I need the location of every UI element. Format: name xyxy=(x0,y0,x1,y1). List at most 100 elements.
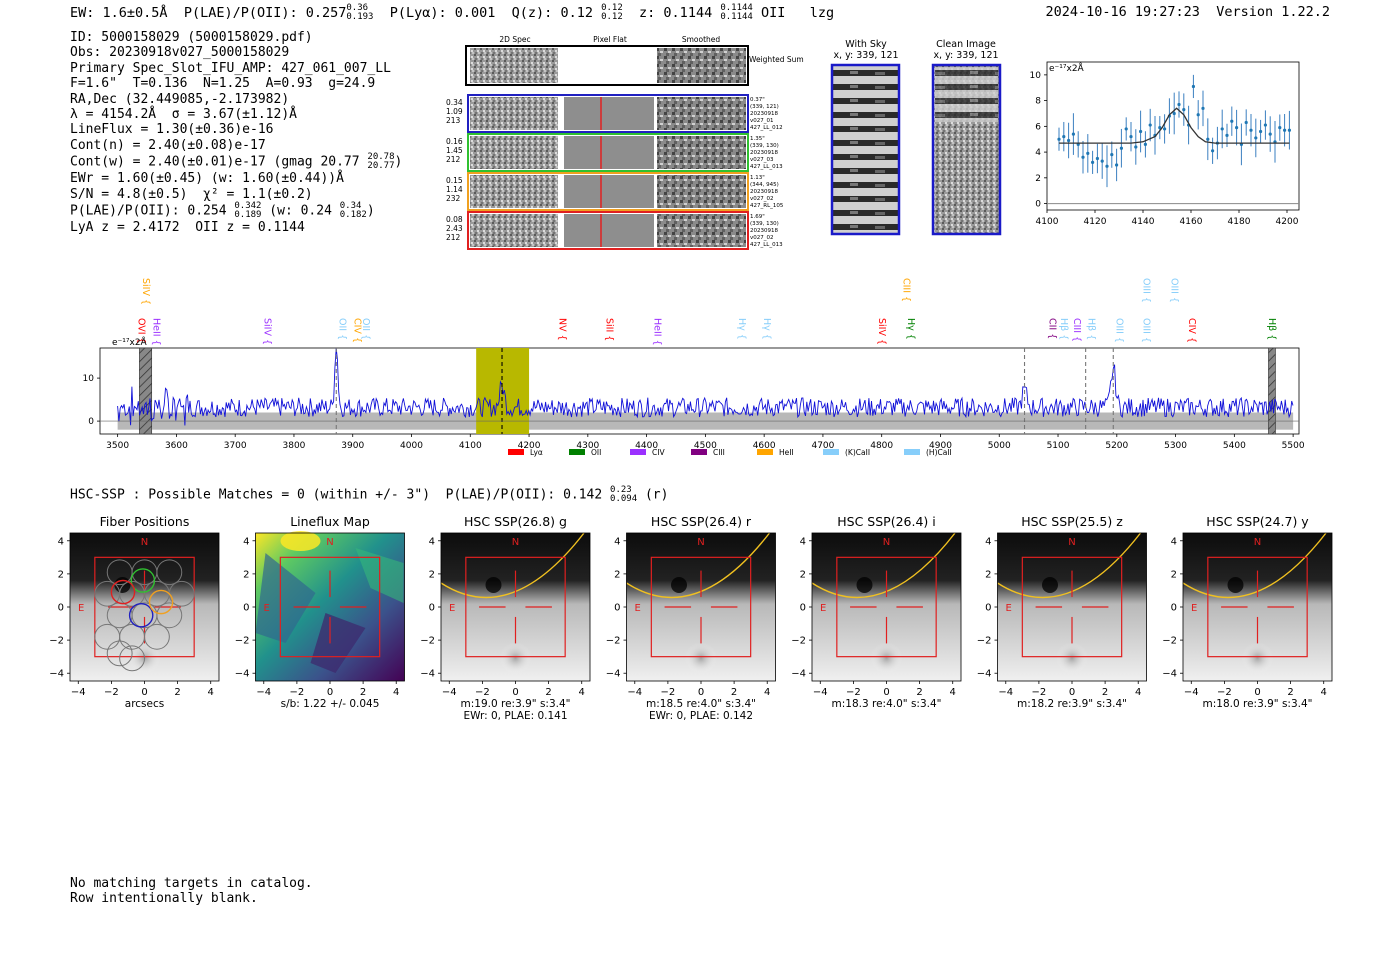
plae-top-hi: 0.36 xyxy=(346,3,369,13)
zoom-y-tick-label: 8 xyxy=(1035,97,1041,107)
hsc-x-tick-label: −2 xyxy=(290,687,305,698)
source-blob xyxy=(856,577,873,593)
spectral-line-label: OIII { xyxy=(1140,278,1151,303)
hsc-x-tick-label: 0 xyxy=(1254,687,1260,698)
spectrum-x-tick-label: 5100 xyxy=(1047,441,1070,451)
zoom-y-tick-label: 10 xyxy=(1030,71,1042,81)
aperture-ellipse xyxy=(811,532,956,598)
version: Version 1.22.2 xyxy=(1216,4,1330,20)
spectrum-legend: Lyα OII CIV CIII HeII (K)CaII (H)CaII xyxy=(508,448,952,457)
cutout-left-label: 1.09 xyxy=(446,107,463,116)
hsc-x-tick-label: −4 xyxy=(256,687,271,698)
legend-label: CIV xyxy=(652,448,665,457)
cutout-right-label: 427_RL_105 xyxy=(750,203,784,209)
spectral-line-label: Hγ { xyxy=(905,318,916,340)
zoom-data-point xyxy=(1235,126,1239,130)
hsc-y-tick-label: 0 xyxy=(429,603,435,614)
hsc-x-tick-label: 4 xyxy=(1135,687,1141,698)
legend-swatch xyxy=(823,449,839,455)
zoom-x-tick-label: 4120 xyxy=(1084,217,1107,227)
hsc-x-tick-label: 4 xyxy=(208,687,214,698)
spectrum-x-tick-label: 5300 xyxy=(1164,441,1187,451)
contw-text: Cont(w) = 2.40(±0.01)e-17 (gmag 20.77 xyxy=(70,154,360,170)
aperture-ellipse xyxy=(1182,532,1327,598)
hsc-x-tick-label: −2 xyxy=(846,687,861,698)
spectrum-x-tick-label: 5400 xyxy=(1223,441,1246,451)
clean-image-xy: x, y: 339, 121 xyxy=(933,50,998,61)
fiber-circle xyxy=(106,640,133,667)
hsc-panel-caption: m:18.3 re:4.0" s:3.4" xyxy=(832,698,942,710)
hsc-panel-caption: m:19.0 re:3.9" s:3.4" xyxy=(461,698,571,710)
hsc-x-tick-label: −2 xyxy=(104,687,119,698)
cutout-right-label: 427_LL_012 xyxy=(750,125,783,131)
plae-w-hi: 0.34 xyxy=(339,201,362,212)
legend-label: CIII xyxy=(713,448,725,457)
spectral-cutouts: 2D Spec Pixel Flat Smoothed Weighted Sum… xyxy=(446,35,1002,250)
cutout-right-label: 20230918 xyxy=(750,228,778,234)
qz-value: Q(z): 0.12 xyxy=(511,5,593,21)
spectrum-x-tick-label: 4400 xyxy=(635,441,658,451)
legend-label: (K)CaII xyxy=(845,448,870,457)
cutout-right-label: 427_LL_013 xyxy=(750,164,783,170)
zoom-data-point xyxy=(1182,108,1186,112)
hsc-panel: Lineflux Map N E −4 −4 −2 −2 0 0 2 2 4 4 s/b: 1.22 +/… xyxy=(235,514,405,710)
hsc-y-tick-label: 0 xyxy=(614,603,620,614)
spectrum-unit-label: e⁻¹⁷x2Å xyxy=(112,336,148,348)
legend-swatch xyxy=(904,449,920,455)
cutout-row-frame xyxy=(467,172,749,211)
zoom-data-point xyxy=(1105,164,1109,168)
cutout-left-label: 0.34 xyxy=(446,98,463,107)
spectrum-x-tick-label: 5000 xyxy=(988,441,1011,451)
hsc-x-tick-label: −4 xyxy=(1184,687,1199,698)
legend-swatch xyxy=(757,449,773,455)
spectral-line-label: CIII { xyxy=(901,278,912,302)
east-label: E xyxy=(820,603,826,614)
zoom-data-point xyxy=(1057,137,1061,141)
zoom-data-point xyxy=(1196,113,1200,117)
spectrum-x-tick-label: 4100 xyxy=(459,441,482,451)
hsc-y-tick-label: −2 xyxy=(1162,636,1177,647)
spectrum-x-tick-label: 4500 xyxy=(694,441,717,451)
spectrum-x-tick-label: 4600 xyxy=(753,441,776,451)
hsc-summary-hi: 0.23 xyxy=(610,485,632,495)
search-box xyxy=(1207,556,1308,658)
hsc-panel: HSC SSP(24.7) y N E −4 −4 −2 −2 0 0 2 2 4 4 m:18.0 re… xyxy=(1162,514,1333,710)
spectral-line-label: OIII { xyxy=(1113,318,1124,343)
hsc-y-tick-label: 4 xyxy=(800,536,806,547)
cutout-left-label: 213 xyxy=(446,116,461,125)
zoom-unit-label: e⁻¹⁷x2Å xyxy=(1049,62,1085,74)
spectral-line-label: Hγ { xyxy=(761,318,772,340)
zoom-data-point xyxy=(1119,146,1123,150)
east-label: E xyxy=(1191,603,1197,614)
hsc-x-tick-label: 2 xyxy=(1102,687,1108,698)
hsc-y-tick-label: 2 xyxy=(985,569,991,580)
zoom-data-point xyxy=(1110,153,1114,157)
east-label: E xyxy=(635,603,641,614)
aperture-ellipse xyxy=(440,532,585,598)
north-label: N xyxy=(512,537,519,548)
hsc-y-tick-label: 0 xyxy=(58,603,64,614)
line-name: OII xyxy=(761,5,786,21)
qz-lo: 0.12 xyxy=(601,12,623,22)
plae-w-text: (w: 0.24 xyxy=(269,203,332,219)
legend-label: HeII xyxy=(779,448,794,457)
hsc-y-tick-label: 2 xyxy=(58,569,64,580)
zoom-data-point xyxy=(1283,128,1287,132)
zoom-data-point xyxy=(1244,120,1248,125)
zoom-data-point xyxy=(1259,129,1263,134)
hsc-x-tick-label: 4 xyxy=(950,687,956,698)
search-box xyxy=(836,556,937,658)
hsc-x-tick-label: 4 xyxy=(393,687,399,698)
spectral-line-label: OIII { xyxy=(1169,278,1180,303)
zoom-data-point xyxy=(1201,106,1205,110)
spectrum-x-tick-label: 4800 xyxy=(870,441,893,451)
spectral-line-label: CIV { xyxy=(1186,318,1197,343)
hsc-y-tick-label: −4 xyxy=(235,669,250,680)
zoom-data-point xyxy=(1268,132,1272,136)
cutout-right-label: (339, 121) xyxy=(750,104,779,110)
masked-region xyxy=(1268,347,1276,435)
zoom-y-tick-label: 2 xyxy=(1035,174,1041,184)
hsc-summary-lo: 0.094 xyxy=(610,494,638,504)
cutout-left-label: 1.14 xyxy=(446,185,463,194)
